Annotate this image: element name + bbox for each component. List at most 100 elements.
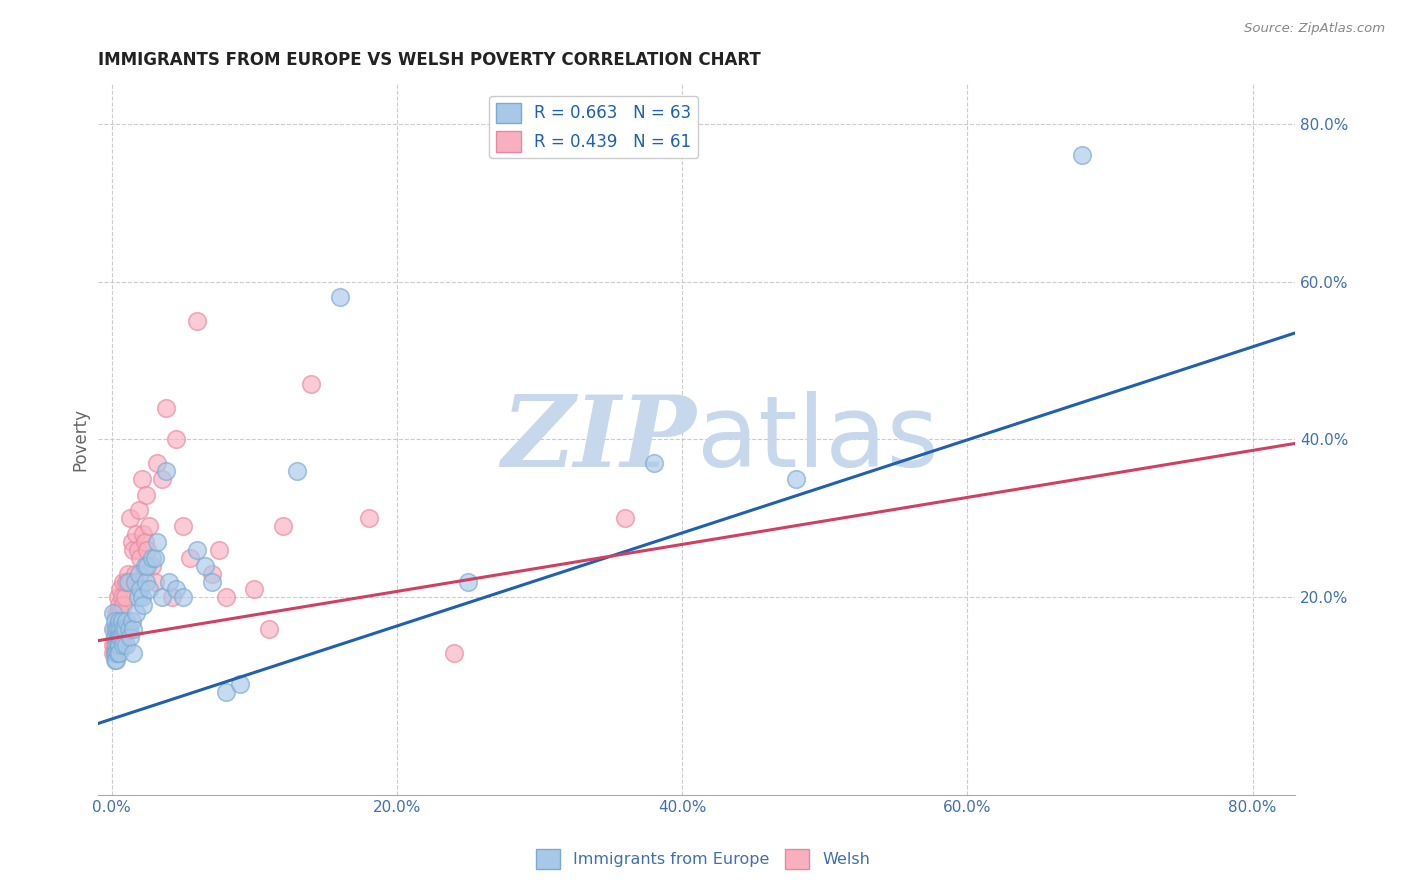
Point bbox=[120, 630, 142, 644]
Point bbox=[108, 614, 131, 628]
Point bbox=[143, 550, 166, 565]
Point bbox=[104, 630, 127, 644]
Point bbox=[285, 464, 308, 478]
Point bbox=[120, 511, 142, 525]
Point bbox=[105, 646, 128, 660]
Point bbox=[124, 566, 146, 581]
Point bbox=[208, 543, 231, 558]
Point bbox=[103, 646, 125, 660]
Point bbox=[111, 614, 134, 628]
Point bbox=[155, 464, 177, 478]
Point bbox=[110, 622, 132, 636]
Point bbox=[215, 591, 238, 605]
Point bbox=[186, 314, 208, 328]
Point bbox=[104, 638, 127, 652]
Point bbox=[134, 558, 156, 573]
Point bbox=[172, 519, 194, 533]
Point bbox=[104, 630, 127, 644]
Point bbox=[104, 614, 127, 628]
Point bbox=[108, 598, 131, 612]
Point bbox=[121, 535, 143, 549]
Point bbox=[215, 685, 238, 699]
Text: Source: ZipAtlas.com: Source: ZipAtlas.com bbox=[1244, 22, 1385, 36]
Point bbox=[136, 558, 159, 573]
Point bbox=[110, 606, 132, 620]
Point bbox=[155, 401, 177, 415]
Point bbox=[150, 472, 173, 486]
Point bbox=[104, 622, 127, 636]
Point bbox=[115, 638, 138, 652]
Point bbox=[104, 646, 127, 660]
Point bbox=[785, 472, 807, 486]
Point bbox=[193, 558, 215, 573]
Point bbox=[138, 582, 160, 597]
Point bbox=[115, 574, 138, 589]
Point bbox=[108, 646, 131, 660]
Point bbox=[108, 622, 131, 636]
Point bbox=[271, 519, 294, 533]
Point bbox=[105, 638, 128, 652]
Point bbox=[138, 519, 160, 533]
Point bbox=[179, 550, 201, 565]
Point bbox=[643, 456, 665, 470]
Point bbox=[301, 377, 323, 392]
Point bbox=[128, 503, 150, 517]
Point bbox=[143, 574, 166, 589]
Point bbox=[357, 511, 380, 525]
Point bbox=[135, 488, 157, 502]
Point bbox=[112, 622, 135, 636]
Point bbox=[146, 535, 169, 549]
Point bbox=[114, 622, 136, 636]
Point bbox=[111, 591, 134, 605]
Point bbox=[112, 598, 135, 612]
Point bbox=[118, 622, 141, 636]
Point bbox=[131, 591, 153, 605]
Point bbox=[136, 543, 159, 558]
Point bbox=[105, 630, 128, 644]
Point bbox=[132, 527, 155, 541]
Point bbox=[103, 622, 125, 636]
Point bbox=[131, 472, 153, 486]
Point bbox=[329, 290, 352, 304]
Point bbox=[127, 591, 149, 605]
Point bbox=[117, 574, 139, 589]
Point bbox=[111, 614, 134, 628]
Point bbox=[110, 582, 132, 597]
Point bbox=[243, 582, 266, 597]
Point bbox=[129, 582, 152, 597]
Point bbox=[128, 566, 150, 581]
Point bbox=[165, 582, 187, 597]
Point bbox=[105, 622, 128, 636]
Point bbox=[107, 646, 129, 660]
Point bbox=[104, 653, 127, 667]
Point bbox=[129, 550, 152, 565]
Point bbox=[201, 574, 224, 589]
Point bbox=[160, 591, 183, 605]
Point bbox=[172, 591, 194, 605]
Point bbox=[457, 574, 479, 589]
Point bbox=[124, 574, 146, 589]
Point bbox=[614, 511, 637, 525]
Point bbox=[105, 653, 128, 667]
Point bbox=[111, 630, 134, 644]
Text: ZIP: ZIP bbox=[502, 392, 696, 488]
Point bbox=[134, 535, 156, 549]
Point bbox=[186, 543, 208, 558]
Point bbox=[110, 630, 132, 644]
Point bbox=[127, 543, 149, 558]
Point bbox=[112, 638, 135, 652]
Point bbox=[146, 456, 169, 470]
Point bbox=[114, 591, 136, 605]
Point bbox=[108, 614, 131, 628]
Point bbox=[105, 646, 128, 660]
Point bbox=[125, 606, 148, 620]
Point bbox=[132, 598, 155, 612]
Point bbox=[122, 646, 145, 660]
Point bbox=[141, 550, 163, 565]
Point bbox=[443, 646, 465, 660]
Point bbox=[107, 622, 129, 636]
Point bbox=[105, 622, 128, 636]
Point bbox=[122, 543, 145, 558]
Point bbox=[201, 566, 224, 581]
Y-axis label: Poverty: Poverty bbox=[72, 408, 89, 471]
